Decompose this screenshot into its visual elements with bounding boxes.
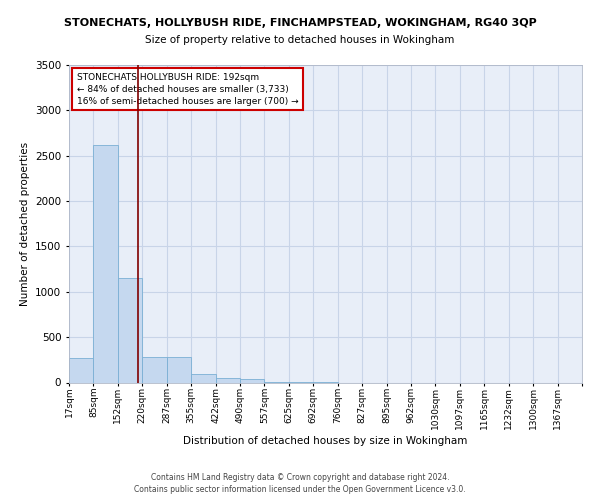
Bar	[94, 145, 118, 382]
X-axis label: Distribution of detached houses by size in Wokingham: Distribution of detached houses by size …	[184, 436, 467, 446]
Bar	[215, 378, 240, 382]
Text: STONECHATS HOLLYBUSH RIDE: 192sqm
← 84% of detached houses are smaller (3,733)
1: STONECHATS HOLLYBUSH RIDE: 192sqm ← 84% …	[77, 73, 298, 106]
Bar	[240, 380, 265, 382]
Bar	[191, 374, 215, 382]
Text: Size of property relative to detached houses in Wokingham: Size of property relative to detached ho…	[145, 35, 455, 45]
Bar	[118, 278, 142, 382]
Bar	[142, 357, 167, 382]
Y-axis label: Number of detached properties: Number of detached properties	[20, 142, 29, 306]
Bar	[167, 357, 191, 382]
Text: STONECHATS, HOLLYBUSH RIDE, FINCHAMPSTEAD, WOKINGHAM, RG40 3QP: STONECHATS, HOLLYBUSH RIDE, FINCHAMPSTEA…	[64, 18, 536, 28]
Text: Contains HM Land Registry data © Crown copyright and database right 2024.: Contains HM Land Registry data © Crown c…	[151, 472, 449, 482]
Bar	[69, 358, 94, 382]
Text: Contains public sector information licensed under the Open Government Licence v3: Contains public sector information licen…	[134, 485, 466, 494]
